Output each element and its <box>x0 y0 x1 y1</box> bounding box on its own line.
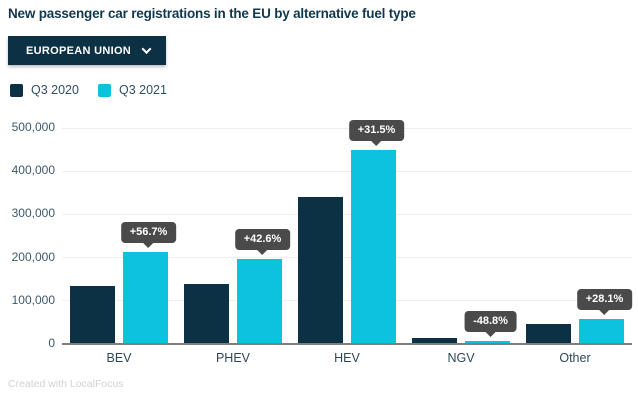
bar-q3-2020[interactable] <box>298 197 343 344</box>
bar-q3-2021[interactable] <box>123 252 168 344</box>
bar-q3-2021[interactable] <box>237 259 282 344</box>
legend-item-q3-2020: Q3 2020 <box>10 83 79 97</box>
change-tooltip: +42.6% <box>234 229 291 250</box>
x-axis-line <box>62 343 632 345</box>
bar-q3-2020[interactable] <box>526 324 571 344</box>
y-tick-label: 0 <box>48 336 55 350</box>
bar-q3-2021[interactable] <box>465 341 510 344</box>
bar-group: +56.7% <box>70 128 177 344</box>
gridline <box>62 127 632 129</box>
bar-q3-2021[interactable] <box>579 319 624 344</box>
y-tick-label: 200,000 <box>11 249 55 264</box>
y-tick-label: 500,000 <box>11 120 55 134</box>
change-tooltip: +56.7% <box>120 222 177 243</box>
legend-label: Q3 2020 <box>31 83 79 97</box>
legend: Q3 2020 Q3 2021 <box>10 83 167 97</box>
chart-title: New passenger car registrations in the E… <box>8 6 416 21</box>
change-tooltip: +28.1% <box>576 289 633 310</box>
y-tick-label: 400,000 <box>11 163 55 178</box>
gridline <box>62 170 632 172</box>
legend-label: Q3 2021 <box>118 83 167 97</box>
bar-q3-2020[interactable] <box>70 286 115 344</box>
category-label: HEV <box>334 351 360 365</box>
bar-group: +42.6% <box>184 128 291 344</box>
region-dropdown-button[interactable]: EUROPEAN UNION <box>8 36 167 65</box>
bar-group: +31.5% <box>298 120 405 344</box>
bar-q3-2020[interactable] <box>412 338 457 344</box>
region-dropdown-label: EUROPEAN UNION <box>26 44 132 57</box>
category-label: BEV <box>106 351 132 365</box>
bar-q3-2021[interactable] <box>351 150 396 344</box>
plot-area: +56.7% +42.6% +31.5% -48.8% +28.1% <box>62 120 633 345</box>
y-tick-label: 100,000 <box>11 292 55 307</box>
legend-item-q3-2021: Q3 2021 <box>97 83 167 97</box>
legend-swatch-q3-2020 <box>10 83 23 97</box>
y-tick-label: 300,000 <box>11 206 55 221</box>
category-label: NGV <box>447 351 475 365</box>
gridline <box>62 213 632 215</box>
legend-swatch-q3-2021 <box>97 83 111 97</box>
category-label: Other <box>559 351 591 365</box>
bar-group: +28.1% <box>526 128 633 344</box>
gridline <box>62 257 632 259</box>
category-label: PHEV <box>215 351 251 365</box>
credit-link[interactable]: Created with LocalFocus <box>8 378 124 390</box>
change-tooltip: -48.8% <box>464 311 517 332</box>
chevron-down-icon <box>141 44 152 55</box>
gridline <box>62 300 632 302</box>
bar-group: -48.8% <box>412 128 517 344</box>
bar-q3-2020[interactable] <box>184 284 229 344</box>
change-tooltip: +31.5% <box>348 120 405 141</box>
